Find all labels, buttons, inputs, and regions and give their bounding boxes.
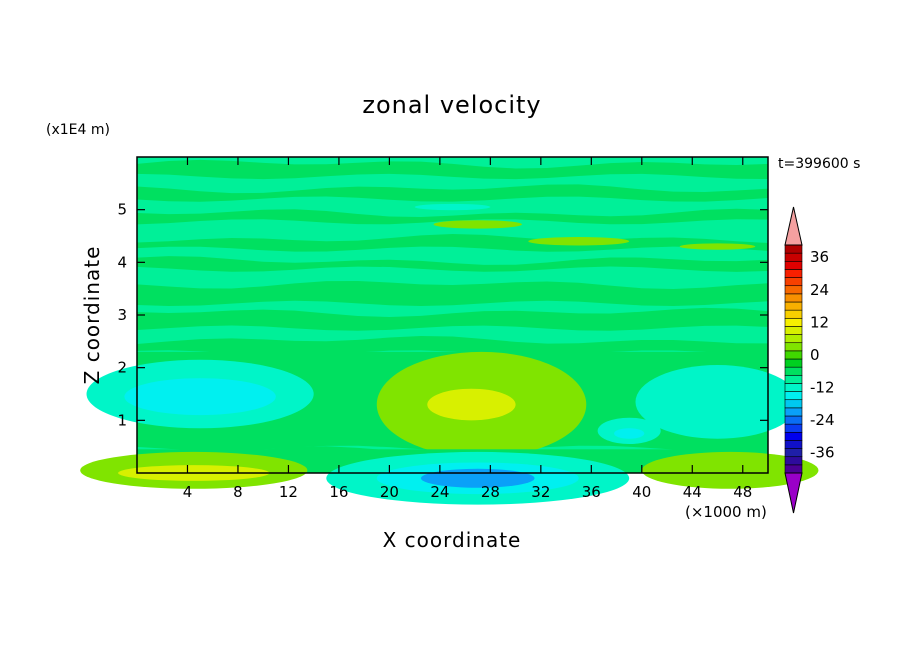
colorbar-swatch <box>784 358 803 368</box>
contour-band-3-4 <box>137 280 768 307</box>
x-tick-label: 40 <box>632 483 651 501</box>
colorbar-tick-label: 0 <box>810 346 820 364</box>
colorbar-swatch <box>784 448 803 458</box>
colorbar-tick-label: -36 <box>810 444 835 462</box>
colorbar-swatch <box>784 431 803 441</box>
x-tick-label: 28 <box>481 483 500 501</box>
colorbar-swatch <box>784 334 803 344</box>
contour-band-top <box>137 159 768 180</box>
colorbar-tick-label: -24 <box>810 411 835 429</box>
colorbar-swatch <box>784 244 803 254</box>
x-tick-label: 8 <box>233 483 243 501</box>
colorbar-swatches <box>784 244 803 474</box>
contour-upper-lime-1 <box>528 237 630 246</box>
colorbar-swatch <box>784 456 803 466</box>
y-tick-label: 5 <box>117 201 127 219</box>
colorbar-swatch <box>784 383 803 392</box>
contour-band-2-4 <box>137 335 768 356</box>
colorbar-swatch <box>784 464 803 474</box>
colorbar-swatch <box>784 407 803 417</box>
colorbar-swatch <box>784 391 803 401</box>
x-tick-label: 36 <box>582 483 601 501</box>
colorbar-swatch <box>784 374 803 384</box>
x-tick-label: 44 <box>683 483 702 501</box>
colorbar-tick-label: 12 <box>810 313 829 331</box>
y-tick-label: 3 <box>117 306 127 324</box>
contour-east-reverse-outer <box>635 365 800 439</box>
x-tick-label: 20 <box>380 483 399 501</box>
colorbar-swatch <box>784 260 803 270</box>
x-axis-label: X coordinate <box>383 528 522 552</box>
colorbar: 36 24 12 0 -12 -24 -36 <box>784 206 835 514</box>
colorbar-swatch <box>784 366 803 376</box>
colorbar-under-arrow <box>784 472 803 514</box>
contour-band-5-3 <box>137 184 768 202</box>
colorbar-swatch <box>784 309 803 319</box>
y-unit-label: (x1E4 m) <box>46 122 110 138</box>
x-axis-ticks: 4 8 12 16 20 24 28 32 36 40 44 48 <box>183 157 752 501</box>
colorbar-labels: 36 24 12 0 -12 -24 -36 <box>810 248 835 461</box>
x-tick-label: 4 <box>183 483 193 501</box>
colorbar-tick-label: 36 <box>810 248 829 266</box>
colorbar-swatch <box>784 301 803 311</box>
x-tick-label: 16 <box>329 483 348 501</box>
y-tick-label: 1 <box>117 411 127 429</box>
contour-upper-mint-1 <box>414 203 491 211</box>
contour-surface-east-lime <box>641 451 819 489</box>
colorbar-swatch <box>784 326 803 335</box>
colorbar-swatch <box>784 415 803 425</box>
colorbar-swatch <box>784 285 803 295</box>
colorbar-swatch <box>784 269 803 278</box>
x-tick-label: 48 <box>733 483 752 501</box>
x-unit-label: (×1000 m) <box>685 503 767 521</box>
y-axis-ticks: 1 2 3 4 5 <box>117 201 768 429</box>
y-axis-label: Z coordinate <box>80 246 104 385</box>
x-tick-label: 32 <box>531 483 550 501</box>
contour-band-4-35 <box>137 233 768 252</box>
chart-title: zonal velocity <box>362 91 541 119</box>
x-tick-label: 24 <box>430 483 449 501</box>
colorbar-swatch <box>784 317 803 327</box>
y-tick-label: 2 <box>117 359 127 377</box>
colorbar-swatch <box>784 252 803 262</box>
time-label: t=399600 s <box>778 156 860 172</box>
colorbar-swatch <box>784 342 803 352</box>
colorbar-tick-label: -12 <box>810 379 835 397</box>
contour-jet-core <box>427 388 516 421</box>
y-tick-label: 4 <box>117 253 127 271</box>
contour-east-reverse-dot <box>614 428 645 439</box>
contour-west-reverse-core <box>124 378 276 416</box>
contour-fill <box>80 159 819 505</box>
colorbar-over-arrow <box>784 206 803 246</box>
contour-upper-lime-2 <box>433 220 522 229</box>
colorbar-swatch <box>784 277 803 287</box>
colorbar-swatch <box>784 423 803 433</box>
colorbar-swatch <box>784 399 803 409</box>
colorbar-swatch <box>784 350 803 360</box>
contour-band-2-9 <box>137 307 768 331</box>
colorbar-swatch <box>784 440 803 449</box>
x-tick-label: 12 <box>279 483 298 501</box>
colorbar-swatch <box>784 293 803 303</box>
contour-band-3-95 <box>137 256 768 272</box>
contour-band-4-85 <box>137 208 768 225</box>
contour-upper-lime-3 <box>679 243 756 250</box>
colorbar-tick-label: 24 <box>810 281 829 299</box>
